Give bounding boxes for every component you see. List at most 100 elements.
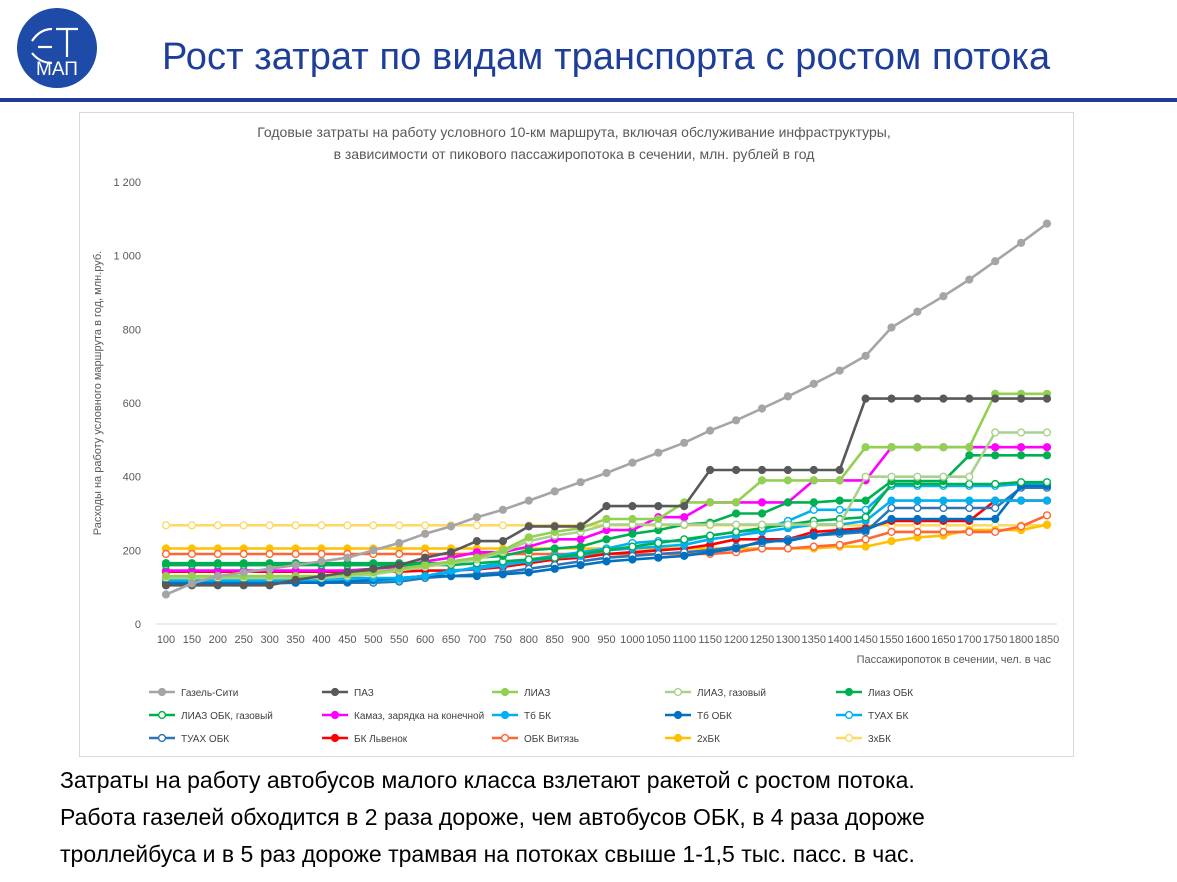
series-point — [939, 503, 948, 513]
series-point — [213, 521, 222, 530]
series-point — [965, 394, 974, 403]
series-point — [1016, 394, 1026, 403]
caption-line-1: Затраты на работу автобусов малого класс… — [60, 767, 915, 793]
x-tick-label: 150 — [183, 634, 201, 646]
chart-frame — [79, 112, 1074, 757]
series-point — [991, 257, 1000, 266]
series-point — [628, 542, 637, 551]
legend-label: ОБК Витязь — [524, 734, 579, 745]
x-tick-label: 1800 — [1009, 634, 1033, 646]
series-point — [835, 505, 844, 514]
series-point — [602, 468, 611, 478]
series-point — [161, 581, 171, 590]
series-point — [887, 527, 896, 537]
series-point — [1016, 478, 1026, 487]
series-point — [965, 451, 974, 460]
x-tick-label: 400 — [312, 634, 330, 646]
series-point — [731, 416, 741, 425]
series-point — [213, 549, 222, 559]
series-point — [265, 581, 274, 590]
series-point — [161, 559, 171, 568]
y-tick-label: 800 — [123, 324, 141, 336]
series-point — [343, 568, 352, 577]
x-tick-label: 800 — [520, 634, 538, 646]
series-point — [239, 521, 248, 530]
y-tick-label: 200 — [123, 545, 141, 557]
legend-swatch-marker — [673, 733, 683, 743]
series-point — [446, 557, 456, 566]
legend-label: ТУАХ БК — [868, 711, 908, 722]
series-point — [472, 553, 482, 562]
slide-title: Рост затрат по видам транспорта с ростом… — [162, 36, 1051, 78]
series-point — [887, 394, 896, 403]
x-tick-label: 550 — [390, 634, 408, 646]
series-point — [783, 498, 793, 507]
series-point — [187, 549, 197, 559]
x-tick-label: 1050 — [646, 634, 670, 646]
series-point — [887, 514, 896, 524]
x-tick-label: 1250 — [750, 634, 774, 646]
series-point — [861, 472, 870, 481]
series-point — [1042, 443, 1052, 452]
series-point — [524, 568, 533, 577]
series-point — [550, 564, 559, 573]
series-point — [628, 529, 637, 538]
series-point — [757, 509, 767, 518]
series-point — [991, 451, 1000, 460]
series-point — [1042, 428, 1052, 437]
series-point — [498, 570, 508, 579]
series-point — [446, 548, 456, 557]
series-point — [965, 472, 974, 481]
series-point — [317, 572, 326, 581]
series-point — [1016, 451, 1026, 460]
series-point — [187, 559, 197, 568]
legend-swatch-marker — [157, 687, 167, 697]
series-point — [654, 448, 663, 457]
series-point — [317, 557, 326, 566]
legend-swatch-marker — [844, 733, 854, 743]
x-tick-label: 1600 — [905, 634, 929, 646]
x-tick-label: 100 — [157, 634, 175, 646]
series-point — [680, 513, 689, 522]
series-point — [783, 392, 793, 401]
series-point — [265, 549, 274, 559]
series-point — [421, 521, 430, 530]
series-point — [680, 520, 689, 529]
y-tick-label: 400 — [123, 472, 141, 484]
series-point — [576, 561, 585, 570]
legend-label: 2хБК — [697, 734, 720, 745]
series-point — [887, 537, 896, 546]
series-point — [913, 307, 922, 316]
series-point — [602, 557, 611, 566]
series-point — [939, 292, 948, 301]
legend-label: Тб ОБК — [697, 710, 732, 722]
series-point — [654, 553, 663, 562]
series-point — [395, 561, 404, 570]
x-axis-label: Пассажиропоток в сечении, чел. в час — [857, 654, 1052, 666]
series-point — [265, 564, 274, 573]
y-tick-label: 1 000 — [113, 251, 141, 263]
series-point — [783, 544, 793, 553]
series-point — [291, 521, 300, 530]
series-point — [550, 544, 559, 553]
series-point — [395, 521, 404, 530]
series-point — [731, 544, 741, 553]
series-point — [757, 404, 767, 413]
series-point — [835, 366, 844, 375]
series-point — [965, 514, 974, 524]
legend-label: 3хБК — [868, 734, 891, 745]
series-point — [524, 546, 533, 555]
series-point — [861, 542, 870, 551]
series-point — [265, 572, 274, 581]
series-point — [913, 496, 922, 505]
chart-title-line-2: в зависимости от пикового пассажиропоток… — [334, 146, 815, 162]
legend-swatch-marker — [673, 687, 683, 697]
series-point — [731, 520, 741, 529]
series-point — [421, 572, 430, 581]
series-point — [835, 520, 844, 529]
series-point — [602, 535, 611, 544]
legend-label: БК Львенок — [354, 734, 408, 745]
series-point — [705, 520, 715, 529]
x-tick-label: 1100 — [672, 634, 696, 646]
x-tick-label: 750 — [494, 634, 512, 646]
